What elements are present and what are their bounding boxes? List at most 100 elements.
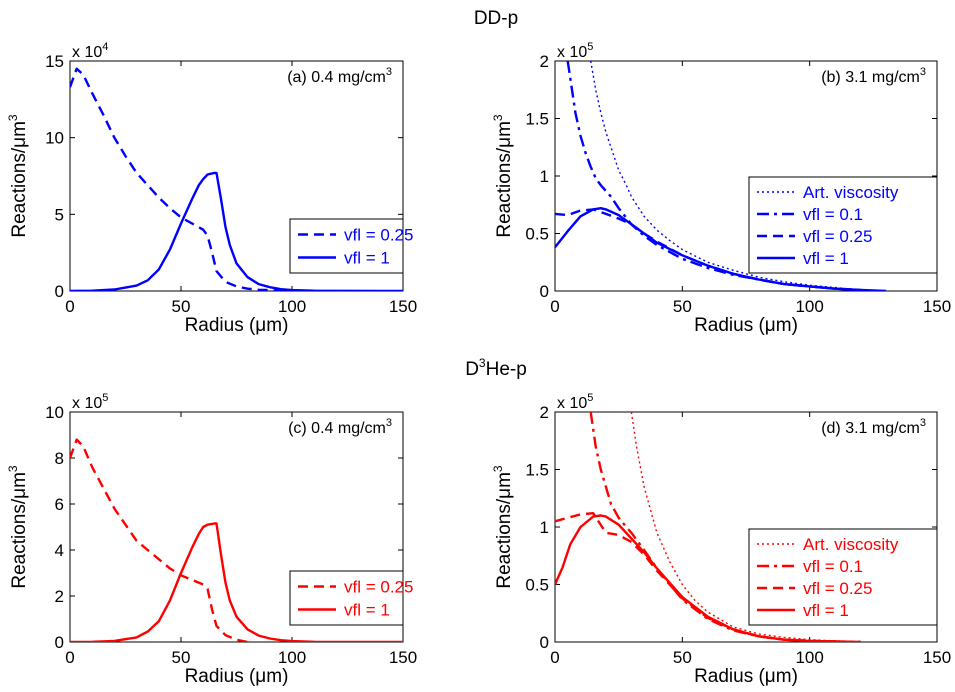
x-tick-label: 0 <box>550 297 559 316</box>
legend-label: vfl = 1 <box>344 249 390 268</box>
panel-annotation-exponent: 3 <box>386 66 392 78</box>
panel-annotation: (b) 3.1 mg/cm3 <box>821 66 926 86</box>
y-tick-label: 2 <box>55 587 64 606</box>
x-tick-label: 150 <box>923 648 951 667</box>
axes-frame <box>69 411 404 643</box>
panel-annotation-base: (c) 0.4 mg/cm <box>288 420 386 437</box>
legend-label: vfl = 0.25 <box>344 226 413 245</box>
axis-multiplier: x 104 <box>72 41 108 61</box>
section-title-d3he-p-pre: D <box>465 359 479 380</box>
series-line-solid <box>70 171 403 291</box>
series-line-dotted <box>630 412 861 642</box>
legend-label: Art. viscosity <box>803 183 899 202</box>
section-title-d3he-p-sup: 3 <box>479 356 486 370</box>
axis-multiplier: x 105 <box>557 392 593 412</box>
panel-annotation: (c) 0.4 mg/cm3 <box>288 417 392 437</box>
chart-panel-3: 0 50 100 150 0 2 4 6 8 10 x 105 Radius (μm) Reaction… <box>6 392 417 687</box>
x-axis-label: Radius (μm) <box>185 315 289 336</box>
series-group <box>70 67 403 291</box>
y-tick-label: 0 <box>540 282 549 301</box>
x-tick-label: 150 <box>389 297 417 316</box>
x-tick-label: 50 <box>673 648 692 667</box>
series-line-solid <box>555 206 887 291</box>
axis-multiplier-exponent: 4 <box>102 41 108 53</box>
series-line-solid <box>555 514 861 642</box>
y-tick-label: 10 <box>45 129 64 148</box>
x-tick-label: 150 <box>389 648 417 667</box>
x-tick-label: 50 <box>673 297 692 316</box>
y-axis-label-base: Reactions/μm <box>494 121 515 238</box>
y-tick-label: 1.5 <box>525 461 549 480</box>
legend-label: vfl = 0.25 <box>344 578 413 597</box>
legend-label: vfl = 0.1 <box>803 205 863 224</box>
x-tick-label: 50 <box>172 648 191 667</box>
legend-box <box>289 218 404 274</box>
series-group <box>555 412 861 642</box>
chart-panel-4: 0 50 100 150 0 0.5 1 1.5 2 x 105 Radius (μm) Reacti… <box>491 392 951 687</box>
x-axis-label: Radius (μm) <box>185 666 289 687</box>
axis-multiplier-base: x 10 <box>72 395 102 412</box>
series-line-dashed <box>555 208 861 291</box>
x-axis-label: Radius (μm) <box>694 315 798 336</box>
y-tick-label: 1 <box>540 518 549 537</box>
legend-label: vfl = 1 <box>803 249 849 268</box>
x-tick-label: 150 <box>923 297 951 316</box>
x-tick-label: 0 <box>65 648 74 667</box>
y-tick-label: 4 <box>55 541 64 560</box>
y-tick-label: 8 <box>55 449 64 468</box>
y-axis-label-base: Reactions/μm <box>9 121 30 238</box>
panel-annotation: (a) 0.4 mg/cm3 <box>287 66 392 86</box>
y-tick-label: 2 <box>540 403 549 422</box>
series-group <box>70 438 403 642</box>
axes-frame <box>69 60 404 292</box>
y-tick-label: 2 <box>540 52 549 71</box>
series-line-dashed <box>70 67 293 291</box>
y-tick-label: 0.5 <box>525 576 549 595</box>
y-tick-label: 0.5 <box>525 225 549 244</box>
axis-multiplier-exponent: 5 <box>102 392 108 404</box>
panel-annotation-base: (b) 3.1 mg/cm <box>821 69 920 86</box>
legend-label: vfl = 1 <box>803 601 849 620</box>
y-axis-label-exponent: 3 <box>6 465 20 472</box>
x-tick-label: 100 <box>795 297 823 316</box>
legend: vfl = 0.25 vfl = 1 <box>289 218 413 274</box>
legend: Art. viscosity vfl = 0.1 vfl = 0.25 vfl = 1 <box>748 176 938 274</box>
panel-annotation: (d) 3.1 mg/cm3 <box>821 417 926 437</box>
legend-box <box>289 570 404 626</box>
panel-annotation-exponent: 3 <box>920 66 926 78</box>
axis-multiplier-exponent: 5 <box>587 41 593 53</box>
y-tick-label: 10 <box>45 403 64 422</box>
y-axis-label-exponent: 3 <box>491 465 505 472</box>
y-axis-label-exponent: 3 <box>491 114 505 121</box>
x-tick-label: 100 <box>278 648 306 667</box>
legend: Art. viscosity vfl = 0.1 vfl = 0.25 vfl = 1 <box>748 528 938 626</box>
series-line-solid <box>70 522 403 642</box>
legend: vfl = 0.25 vfl = 1 <box>289 570 413 626</box>
panel-annotation-exponent: 3 <box>386 417 392 429</box>
x-axis-label: Radius (μm) <box>694 666 798 687</box>
chart-panel-2: 0 50 100 150 0 0.5 1 1.5 2 x 105 Radius (μm) Reacti… <box>491 41 951 336</box>
panel-annotation-base: (d) 3.1 mg/cm <box>821 420 920 437</box>
legend-label: vfl = 0.1 <box>803 557 863 576</box>
y-tick-label: 1 <box>540 167 549 186</box>
y-axis-label-base: Reactions/μm <box>9 472 30 589</box>
section-title-d3he-p-post: He-p <box>486 359 527 380</box>
series-line-dashed <box>70 438 248 642</box>
series-group <box>555 61 887 291</box>
y-axis-label: Reactions/μm3 <box>491 465 515 589</box>
y-axis-label-base: Reactions/μm <box>494 472 515 589</box>
y-tick-label: 15 <box>45 52 64 71</box>
y-tick-label: 5 <box>55 205 64 224</box>
x-tick-label: 50 <box>172 297 191 316</box>
y-tick-label: 0 <box>540 633 549 652</box>
axis-multiplier-base: x 10 <box>72 44 102 61</box>
y-axis-label: Reactions/μm3 <box>491 114 515 238</box>
axis-multiplier: x 105 <box>557 41 593 61</box>
y-axis-label-exponent: 3 <box>6 114 20 121</box>
panel-annotation-exponent: 3 <box>920 417 926 429</box>
axis-multiplier: x 105 <box>72 392 108 412</box>
x-tick-label: 0 <box>550 648 559 667</box>
section-title-dd-p: DD-p <box>474 8 518 29</box>
